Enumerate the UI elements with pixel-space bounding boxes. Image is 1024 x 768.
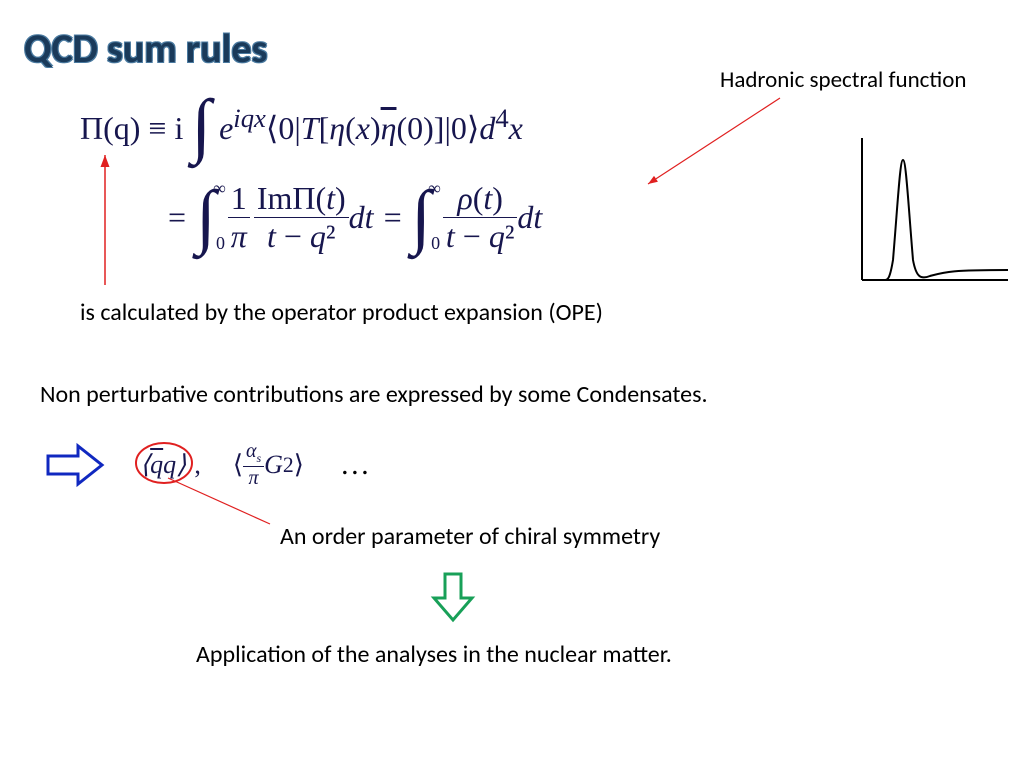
- label-ope: is calculated by the operator product ex…: [80, 298, 603, 327]
- condensates: ⟨qq⟩ , ⟨ αs π G2⟩ …: [140, 440, 370, 490]
- equation-line2: = ∫ ∞ 0 1 π ImΠ(t) t − q² dt = ∫ ∞ 0 ρ(t…: [168, 180, 542, 255]
- blue-arrow-icon: [40, 440, 110, 490]
- eq-integral: ∫: [191, 84, 211, 167]
- spectral-plot: [850, 130, 1010, 290]
- eq-equals: =: [168, 199, 186, 236]
- eq-lhs: Π(q) ≡ i: [80, 110, 183, 146]
- label-orderparam: An order parameter of chiral symmetry: [280, 522, 660, 551]
- eq-frac-rho: ρ(t) t − q²: [443, 180, 518, 255]
- label-application: Application of the analyses in the nucle…: [196, 640, 672, 669]
- arrow-hadronic: [640, 94, 790, 194]
- ellipsis: …: [340, 448, 370, 482]
- qq-condensate: ⟨qq⟩: [140, 450, 186, 480]
- label-nonpert: Non perturbative contributions are expre…: [40, 380, 708, 409]
- page-title: QCD sum rules: [24, 24, 267, 73]
- gluon-condensate: ⟨ αs π G2⟩: [233, 440, 304, 490]
- green-arrow-icon: [428, 568, 478, 628]
- equation-line1: Π(q) ≡ i ∫ eiqx⟨0|T[η(x)η(0)]|0⟩d4x: [80, 90, 523, 173]
- eq-frac-impi: ImΠ(t) t − q²: [254, 180, 349, 255]
- label-hadronic: Hadronic spectral function: [720, 66, 966, 94]
- eq-frac-1pi: 1 π: [228, 180, 250, 255]
